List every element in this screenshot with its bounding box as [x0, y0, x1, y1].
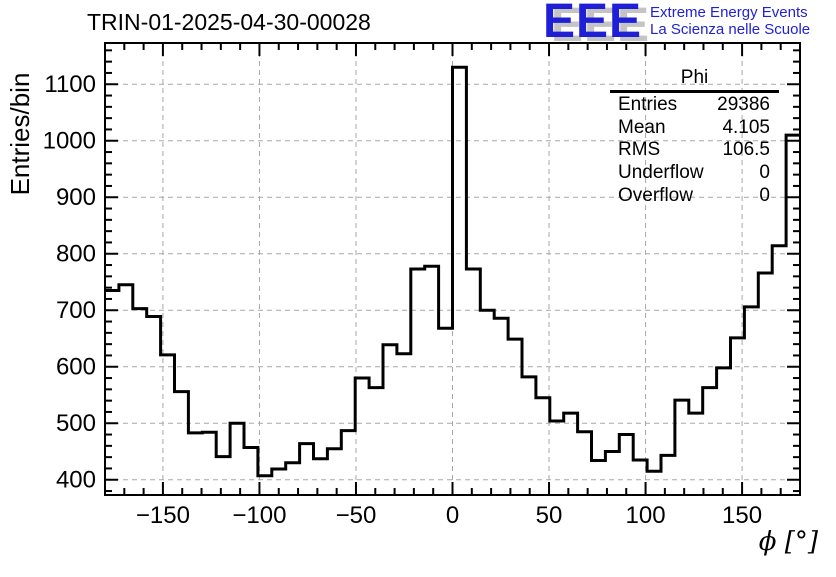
stat-row-underflow: Underflow 0 — [610, 162, 779, 185]
x-tick-label: 150 — [722, 502, 762, 529]
stat-label: Entries — [618, 94, 678, 115]
x-tick-label: 0 — [446, 502, 459, 529]
eee-logo-subtitle-line1: Extreme Energy Events — [650, 4, 808, 21]
y-tick-label: 500 — [56, 410, 96, 437]
eee-logo-subtitle-line2: La Scienza nelle Scuole — [650, 21, 811, 38]
stats-rows: Entries 29386 Mean 4.105 RMS 106.5 Under… — [610, 93, 779, 208]
stat-value: 29386 — [717, 94, 770, 115]
y-tick-label: 400 — [56, 467, 96, 494]
stat-label: Overflow — [618, 184, 693, 206]
stat-value: 0 — [759, 162, 770, 184]
eee-logo-acronym: EEE — [543, 0, 643, 48]
stat-row-mean: Mean 4.105 — [610, 117, 779, 140]
x-tick-label: −100 — [232, 502, 286, 529]
y-tick-label: 1100 — [44, 71, 96, 98]
y-tick-label: 800 — [56, 241, 96, 268]
y-axis-title: Entries/bin — [5, 72, 35, 196]
stat-value: 0 — [759, 184, 770, 206]
y-tick-label: 1000 — [43, 128, 96, 155]
stat-row-rms: RMS 106.5 — [610, 139, 779, 162]
stat-value: 4.105 — [722, 116, 770, 138]
stat-value: 106.5 — [722, 139, 770, 161]
eee-logo: EEE Extreme Energy Events La Scienza nel… — [543, 0, 810, 48]
eee-logo-subtitle: Extreme Energy Events La Scienza nelle S… — [650, 4, 810, 38]
x-tick-label: −150 — [136, 502, 190, 529]
stat-row-entries: Entries 29386 — [610, 94, 779, 117]
stat-label: Underflow — [618, 162, 704, 184]
y-tick-label: 600 — [56, 354, 96, 381]
stat-label: Mean — [618, 116, 666, 138]
x-tick-label: 100 — [626, 502, 666, 529]
y-tick-label: 900 — [56, 184, 96, 211]
histogram-line — [105, 65, 800, 478]
stat-row-overflow: Overflow 0 — [610, 185, 779, 208]
y-tick-label: 700 — [56, 297, 96, 324]
x-tick-label: 50 — [536, 502, 563, 529]
x-tick-label: −50 — [336, 502, 377, 529]
stats-box-title: Phi — [610, 67, 779, 93]
chart-title: TRIN-01-2025-04-30-00028 — [87, 9, 371, 35]
stat-label: RMS — [618, 139, 661, 161]
stats-box: Phi Entries 29386 Mean 4.105 RMS 106.5 U… — [610, 67, 779, 208]
x-axis-title: ϕ [°] — [758, 527, 818, 557]
